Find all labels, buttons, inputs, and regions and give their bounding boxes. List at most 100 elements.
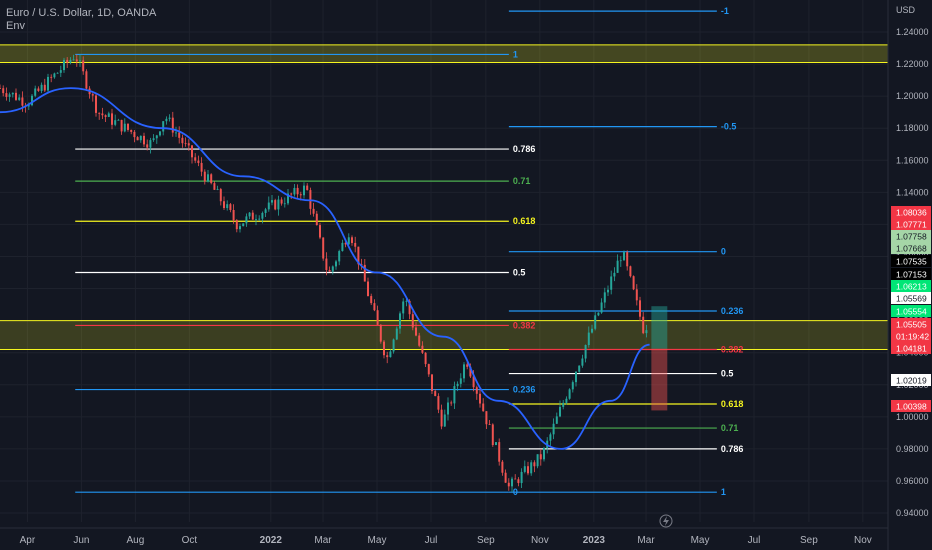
candle-body xyxy=(363,264,366,282)
candle-body xyxy=(303,185,305,196)
time-axis-label: Nov xyxy=(854,535,872,546)
fib-level-label: 0 xyxy=(721,247,726,257)
candle-body xyxy=(248,212,251,217)
candle-body xyxy=(290,193,293,195)
candle-body xyxy=(514,478,517,480)
candle-body xyxy=(338,251,341,262)
candle-body xyxy=(8,94,11,97)
price-badge: 1.05505 xyxy=(896,320,927,330)
candle-body xyxy=(210,174,213,184)
candle-body xyxy=(200,162,203,172)
price-axis-tick: 1.22000 xyxy=(896,59,929,69)
candle-body xyxy=(613,272,616,277)
candle-body xyxy=(536,454,539,467)
position-target-zone xyxy=(651,306,668,349)
candle-body xyxy=(98,112,101,114)
time-axis-label: Nov xyxy=(531,535,549,546)
candle-body xyxy=(341,242,344,252)
candle-body xyxy=(155,135,158,139)
candle-body xyxy=(107,113,110,117)
price-badge-bg xyxy=(891,305,931,317)
candle-body xyxy=(53,73,56,78)
fib-level-label: 1 xyxy=(513,49,518,59)
candle-body xyxy=(475,387,478,394)
candle-body xyxy=(395,328,398,340)
candle-body xyxy=(171,117,174,133)
price-badge: 1.06213 xyxy=(896,282,927,292)
time-axis-label: 2022 xyxy=(260,535,283,546)
price-axis-tick: 0.96000 xyxy=(896,476,929,486)
position-stop-zone xyxy=(651,348,668,411)
candle-body xyxy=(75,59,78,62)
candle-body xyxy=(0,88,1,89)
time-axis-label: May xyxy=(691,535,710,546)
candle-body xyxy=(351,237,353,243)
fib-level-label: 0.71 xyxy=(721,423,739,433)
fib-level-label: 0.618 xyxy=(513,216,536,226)
candle-body xyxy=(239,226,241,230)
candle-body xyxy=(299,194,302,196)
candle-body xyxy=(607,289,609,293)
candle-body xyxy=(427,364,430,375)
time-axis-label: Apr xyxy=(20,535,36,546)
candle-body xyxy=(367,281,369,297)
candle-body xyxy=(437,396,440,410)
candle-body xyxy=(226,204,229,209)
candle-body xyxy=(559,406,561,417)
candle-body xyxy=(555,416,558,424)
candle-body xyxy=(194,157,197,161)
price-badge-bg xyxy=(891,268,931,280)
candle-body xyxy=(11,92,14,95)
candle-body xyxy=(411,314,414,328)
candle-body xyxy=(117,119,120,121)
candle-body xyxy=(31,95,33,106)
price-badge: 1.07758 xyxy=(896,232,927,242)
time-axis-label: Oct xyxy=(182,535,198,546)
candle-body xyxy=(421,345,424,353)
candle-body xyxy=(143,135,145,145)
lightning-icon xyxy=(659,514,673,528)
price-badge-bg xyxy=(891,230,931,242)
candle-body xyxy=(357,246,360,265)
candle-body xyxy=(594,315,597,329)
candle-body xyxy=(264,209,267,213)
candle-body xyxy=(629,266,632,277)
price-badge-bg xyxy=(891,318,931,330)
fib-level-label: 0.236 xyxy=(513,385,536,395)
candle-body xyxy=(626,252,629,267)
candle-body xyxy=(645,330,648,334)
candle-body xyxy=(469,366,472,377)
candle-body xyxy=(453,386,456,404)
price-axis-tick: 1.00000 xyxy=(896,412,929,422)
candle-body xyxy=(565,398,568,403)
candle-body xyxy=(578,365,581,372)
candle-body xyxy=(325,258,328,270)
candle-body xyxy=(111,113,113,125)
candle-body xyxy=(376,310,379,325)
candle-body xyxy=(63,59,65,71)
fib-level-label: 0.71 xyxy=(513,176,531,186)
candle-body xyxy=(360,264,363,266)
candle-body xyxy=(507,482,510,487)
candle-body xyxy=(389,351,392,358)
candle-body xyxy=(232,209,235,221)
fib-level-label: 1 xyxy=(721,487,726,497)
candle-body xyxy=(152,138,155,141)
candle-body xyxy=(312,208,315,214)
candle-body xyxy=(472,376,475,388)
candle-body xyxy=(277,199,280,210)
candle-body xyxy=(287,193,289,204)
candle-body xyxy=(104,115,107,117)
price-badge-bg xyxy=(891,218,931,230)
candle-body xyxy=(82,60,85,72)
candle-body xyxy=(34,88,37,96)
candle-body xyxy=(424,352,427,365)
candle-body xyxy=(479,393,481,404)
candle-body xyxy=(120,119,123,132)
price-badge: 1.02019 xyxy=(896,376,927,386)
candle-body xyxy=(168,117,171,119)
candle-body xyxy=(274,200,277,210)
candle-body xyxy=(114,120,117,125)
